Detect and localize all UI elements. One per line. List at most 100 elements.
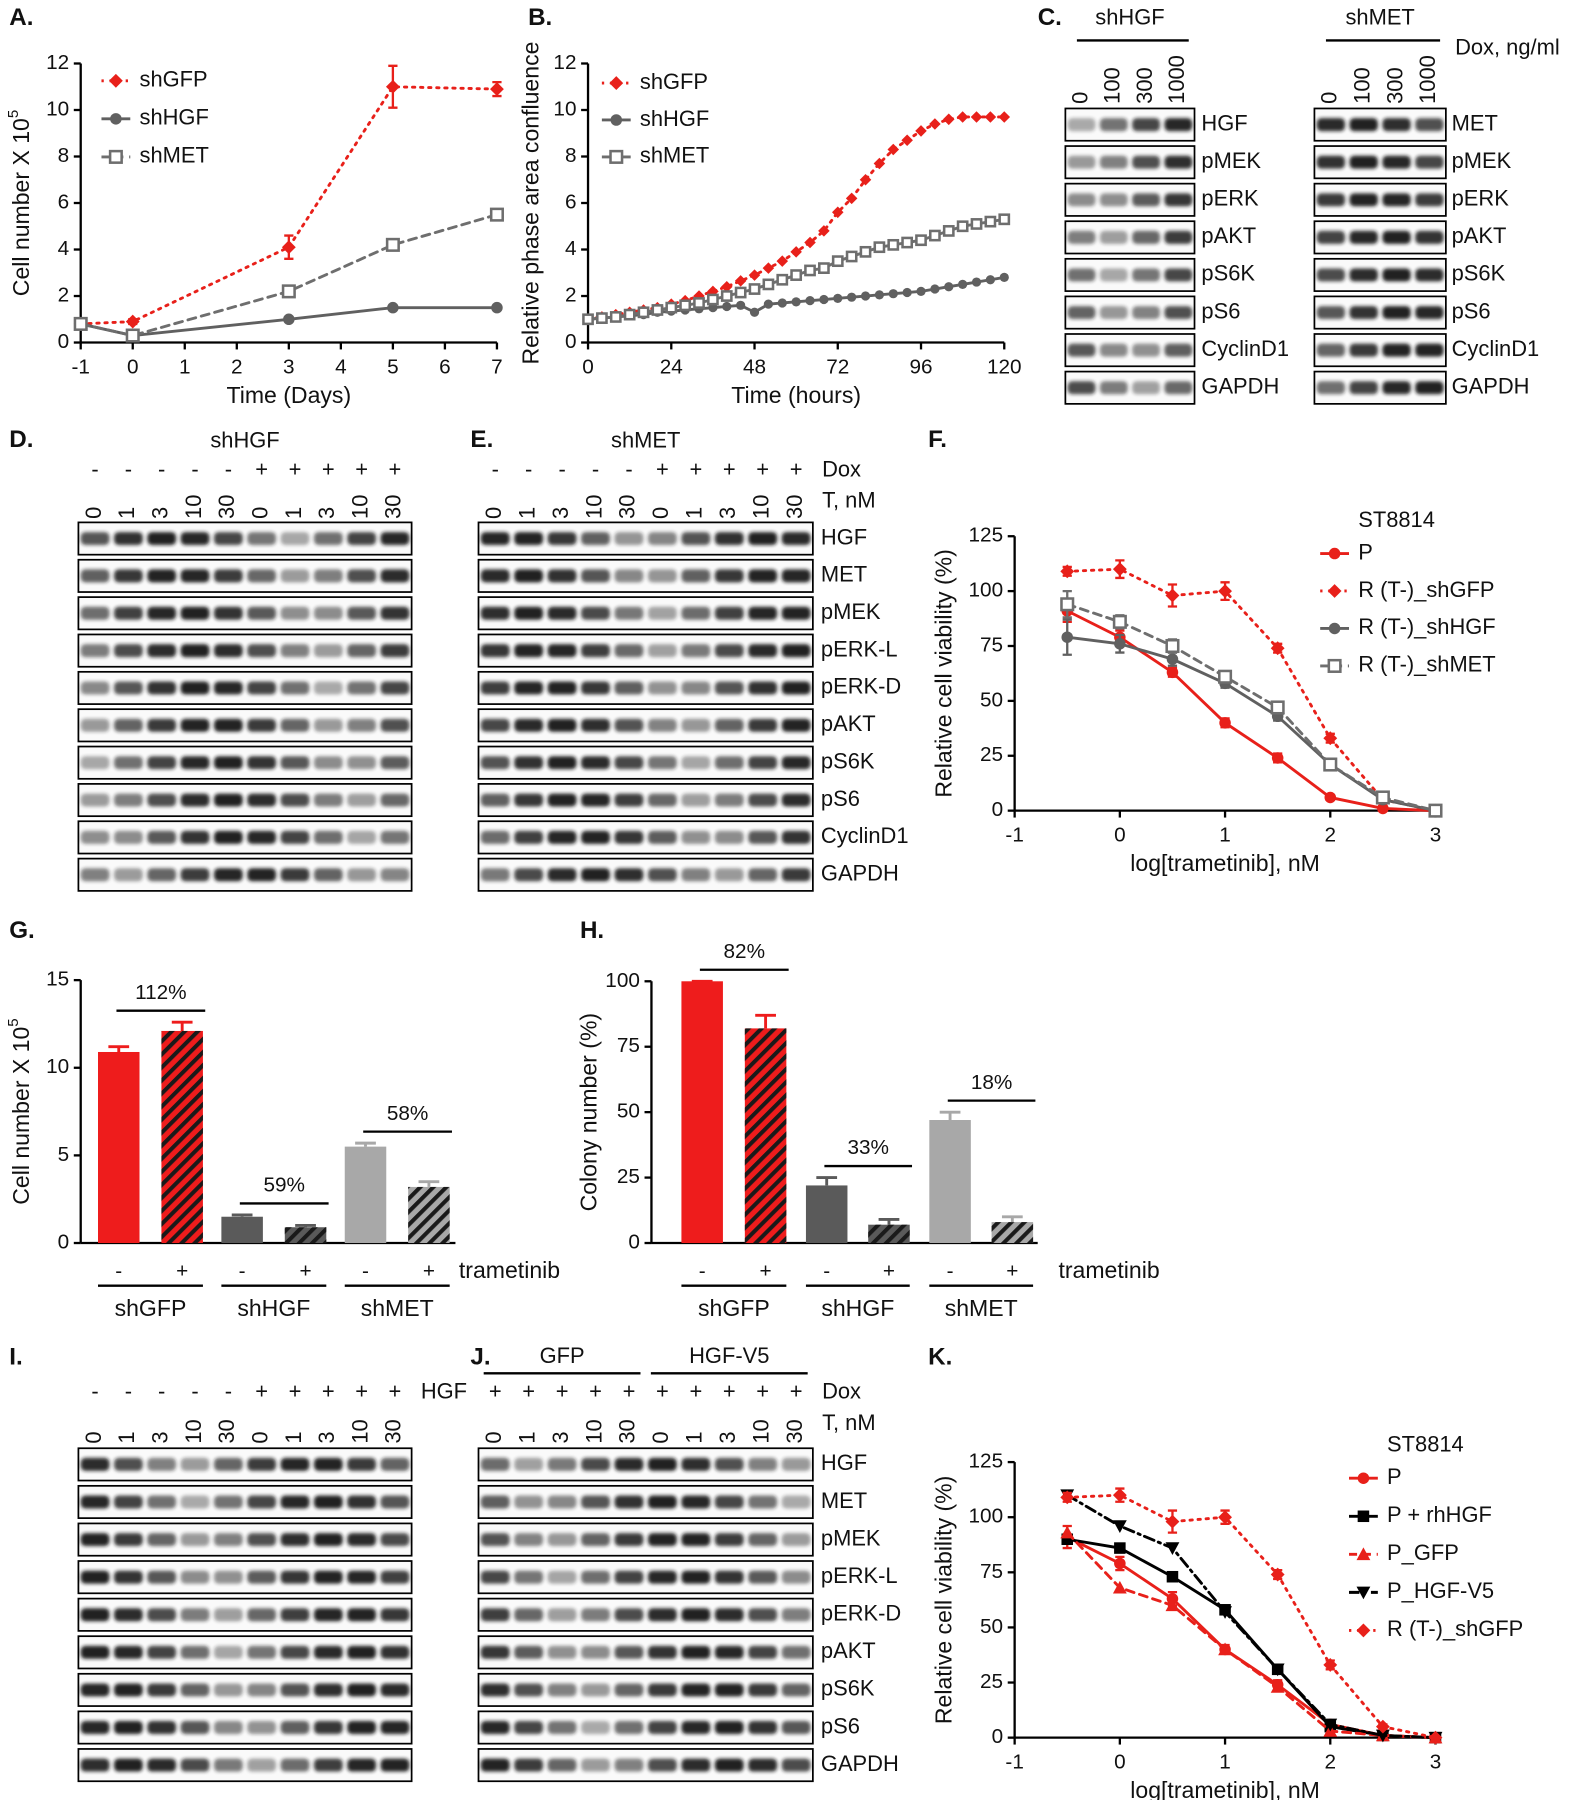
marker bbox=[1323, 1657, 1338, 1672]
blot-band bbox=[1349, 306, 1378, 320]
x-tick-label: 1 bbox=[1219, 1751, 1231, 1774]
x-tick-label: 3 bbox=[1430, 1751, 1442, 1774]
row-label: CyclinD1 bbox=[1452, 336, 1540, 361]
marker bbox=[1114, 1542, 1126, 1554]
x-axis-label: Time (Days) bbox=[227, 382, 352, 408]
blot-band bbox=[748, 868, 778, 882]
blot-band bbox=[681, 644, 711, 658]
blot-band bbox=[648, 569, 677, 583]
blot-band bbox=[480, 1683, 510, 1697]
marker bbox=[1270, 1663, 1285, 1677]
blot-band bbox=[614, 793, 644, 807]
blot-band bbox=[114, 793, 143, 807]
blot-band bbox=[347, 718, 376, 732]
y-tick-label: 100 bbox=[968, 579, 1003, 602]
blot-band bbox=[247, 532, 277, 545]
annotation: 33% bbox=[847, 1136, 889, 1159]
blot-band bbox=[180, 1495, 210, 1509]
blot-band bbox=[180, 681, 210, 695]
blot-band bbox=[480, 644, 510, 658]
marker bbox=[971, 277, 982, 287]
blot-band bbox=[1099, 343, 1128, 357]
annotation: 59% bbox=[263, 1174, 305, 1197]
blot-band bbox=[1164, 193, 1193, 207]
blot-band bbox=[313, 1533, 343, 1547]
treatment-sign: - bbox=[592, 456, 599, 481]
marker bbox=[1165, 1514, 1180, 1529]
blot-title: shHGF bbox=[210, 427, 279, 452]
lane-label: 10 bbox=[181, 1419, 206, 1443]
blot-band bbox=[180, 1608, 210, 1622]
x-tick-label: 0 bbox=[582, 355, 594, 378]
x-axis-label: trametinib bbox=[459, 1257, 560, 1283]
legend-label: shHGF bbox=[140, 105, 209, 130]
marker bbox=[281, 240, 296, 255]
marker bbox=[1114, 1557, 1126, 1570]
blot-band bbox=[514, 756, 544, 770]
marker bbox=[1166, 653, 1179, 665]
blot-band bbox=[547, 644, 577, 658]
blot-band bbox=[180, 1721, 210, 1734]
panel-label: J. bbox=[470, 1344, 490, 1371]
y-axis-label-superscript: 5 bbox=[6, 1018, 23, 1026]
treatment-sign: + bbox=[355, 456, 368, 481]
x-tick-label: 5 bbox=[387, 355, 399, 378]
row-label: pERK-L bbox=[821, 1563, 898, 1588]
marker bbox=[916, 286, 926, 296]
blot-band bbox=[247, 1533, 277, 1547]
marker bbox=[970, 111, 983, 123]
marker bbox=[956, 111, 969, 123]
blot-band bbox=[1316, 193, 1345, 207]
blot-band bbox=[380, 1533, 410, 1547]
blot-band bbox=[247, 1683, 277, 1697]
blot-band bbox=[581, 532, 610, 545]
treatment-sign: - bbox=[191, 456, 198, 481]
blot-band bbox=[313, 1457, 343, 1471]
y-tick-label: 6 bbox=[565, 190, 577, 213]
y-tick-label: 50 bbox=[617, 1100, 640, 1123]
treatment-sign: - bbox=[125, 456, 132, 481]
blot-band bbox=[781, 793, 811, 807]
blot-band bbox=[80, 569, 110, 583]
y-tick-label: 8 bbox=[565, 144, 577, 167]
blot-band bbox=[147, 1758, 177, 1772]
marker bbox=[490, 82, 504, 96]
marker bbox=[984, 111, 997, 123]
blot-band bbox=[80, 1457, 110, 1471]
lane-label: 30 bbox=[214, 1419, 239, 1443]
marker bbox=[984, 215, 997, 228]
blot-band bbox=[781, 868, 811, 882]
bar-hatch bbox=[284, 1227, 327, 1244]
blot-band bbox=[748, 1683, 778, 1697]
blot-band bbox=[547, 532, 577, 545]
blot-band bbox=[280, 1533, 310, 1547]
marker bbox=[1218, 1606, 1232, 1619]
blot-band bbox=[180, 1457, 210, 1471]
blot-band bbox=[214, 532, 243, 545]
marker bbox=[1270, 1567, 1285, 1582]
blot-band bbox=[214, 1683, 243, 1697]
blot-band bbox=[748, 606, 778, 620]
blot-band bbox=[80, 1608, 110, 1622]
y-tick-label: 15 bbox=[46, 968, 69, 991]
blot-band bbox=[1349, 381, 1378, 395]
marker bbox=[999, 272, 1009, 283]
blot-band bbox=[614, 718, 644, 732]
y-axis-label: Cell number X 105 bbox=[6, 1018, 35, 1204]
x-tick-label: 2 bbox=[1325, 1751, 1337, 1774]
blot-band bbox=[247, 569, 277, 583]
marker bbox=[1271, 752, 1284, 764]
blot-band bbox=[280, 681, 310, 695]
blot-band bbox=[1067, 193, 1096, 207]
blot-band bbox=[514, 793, 544, 807]
blot-band bbox=[214, 830, 243, 844]
panel-label: K. bbox=[928, 1344, 952, 1371]
marker bbox=[720, 290, 733, 302]
blot-band bbox=[514, 1608, 544, 1622]
blot-band bbox=[1382, 343, 1411, 357]
y-tick-label: 100 bbox=[968, 1505, 1003, 1528]
blot-band bbox=[781, 1457, 811, 1471]
lane-label: 100 bbox=[1349, 67, 1374, 104]
row-label: pS6 bbox=[821, 1713, 860, 1738]
blot-band bbox=[614, 830, 644, 844]
